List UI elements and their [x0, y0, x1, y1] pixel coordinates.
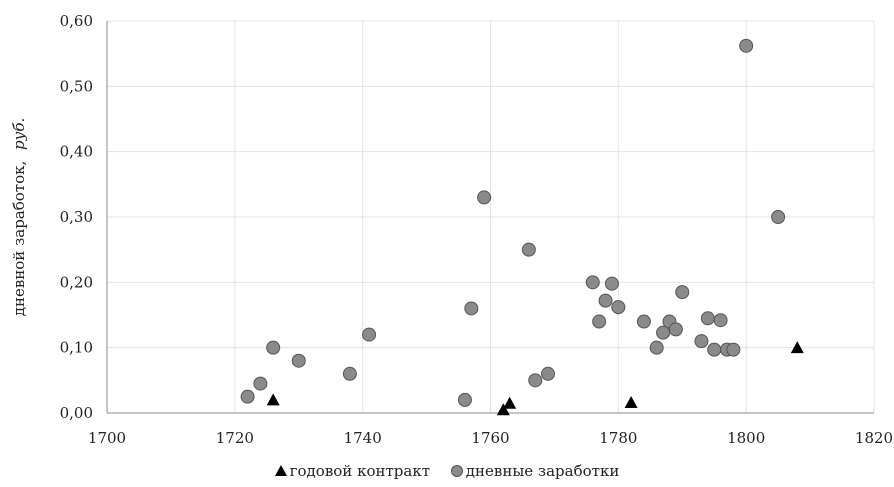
daily-wage-point — [707, 342, 722, 357]
daily-wage-point — [604, 276, 619, 291]
axes — [106, 21, 874, 414]
y-tick-label: 0,00 — [60, 404, 93, 422]
daily-wage-point — [521, 242, 536, 257]
daily-wage-point — [611, 300, 626, 315]
x-tick-label: 1820 — [855, 429, 893, 447]
annual-contract-point — [503, 396, 517, 409]
scatter-chart: 0,00 0,10 0,20 0,30 0,40 0,50 0,60 1700 1720 174… — [10, 12, 893, 447]
annual-contract-point — [266, 393, 280, 406]
y-axis-label-unit: руб. — [10, 118, 28, 150]
daily-wage-point — [726, 342, 741, 357]
daily-wage-point — [656, 325, 671, 340]
x-tick-label: 1800 — [727, 429, 765, 447]
x-tick-label: 1700 — [88, 429, 126, 447]
y-tick-label: 0,60 — [60, 12, 93, 30]
daily-wage-point — [668, 322, 683, 337]
y-tick-label: 0,10 — [60, 339, 93, 357]
y-tick-label: 0,40 — [60, 143, 93, 161]
daily-wage-point — [266, 340, 281, 355]
grid-lines — [107, 20, 875, 413]
x-tick-label: 1740 — [344, 429, 382, 447]
legend-item-daily-wages: дневные заработки — [450, 462, 620, 480]
y-tick-label: 0,50 — [60, 77, 93, 95]
daily-wage-point — [771, 210, 786, 224]
daily-wage-point — [636, 314, 651, 329]
x-tick-label: 1720 — [216, 429, 254, 447]
x-tick-label: 1760 — [471, 429, 509, 447]
circle-marker-icon — [450, 465, 463, 477]
x-tick-labels: 1700 1720 1740 1760 1780 1800 1820 — [88, 429, 893, 447]
y-tick-label: 0,20 — [60, 273, 93, 291]
daily-wage-point — [739, 38, 754, 53]
data-points — [240, 38, 804, 416]
daily-wage-point — [240, 389, 255, 404]
daily-wage-point — [342, 366, 357, 381]
daily-wage-point — [477, 190, 492, 205]
daily-wage-point — [649, 340, 664, 355]
daily-wage-point — [253, 376, 268, 391]
daily-wage-point — [675, 285, 690, 300]
daily-wage-point — [362, 327, 377, 342]
daily-wage-point — [585, 275, 600, 290]
daily-wage-point — [291, 353, 306, 368]
daily-wage-point — [457, 392, 472, 407]
legend-item-annual-contract: годовой контракт — [274, 462, 430, 480]
y-tick-labels: 0,00 0,10 0,20 0,30 0,40 0,50 0,60 — [60, 12, 93, 422]
annual-contract-point — [624, 396, 638, 409]
daily-wage-point — [713, 313, 728, 328]
x-tick-label: 1780 — [599, 429, 637, 447]
annual-contract-point — [790, 341, 804, 354]
y-axis-label-main: дневной заработок, — [10, 161, 28, 317]
legend-label: годовой контракт — [289, 462, 430, 480]
triangle-marker-icon — [274, 465, 287, 476]
daily-wage-point — [528, 373, 543, 388]
legend-label: дневные заработки — [465, 462, 620, 480]
y-tick-label: 0,30 — [60, 208, 93, 226]
annual-contract-point — [496, 403, 510, 416]
daily-wage-point — [694, 334, 709, 349]
daily-wage-point — [700, 311, 715, 326]
daily-wage-point — [464, 301, 479, 316]
legend: годовой контракт дневные заработки — [0, 462, 894, 480]
daily-wage-point — [598, 293, 613, 308]
daily-wage-point — [541, 366, 556, 381]
y-axis-label: дневной заработок, руб. — [10, 118, 28, 317]
daily-wage-point — [592, 314, 607, 329]
